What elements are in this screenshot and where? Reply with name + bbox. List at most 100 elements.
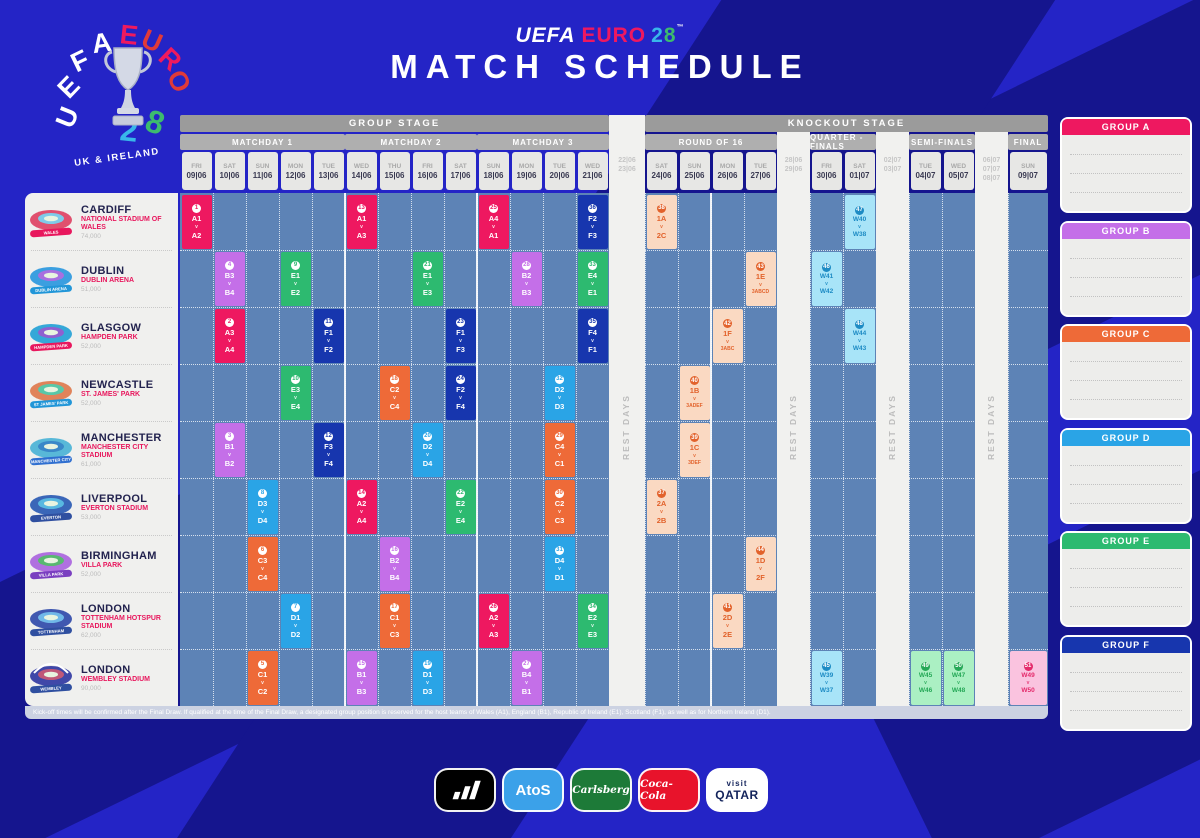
match-team-away: D4: [422, 458, 433, 468]
match-number: 28: [522, 260, 531, 270]
match-cell: 49 W45 v W46: [910, 650, 941, 705]
group-write-in-line: [1070, 399, 1182, 400]
match-team-away: 3ABCD: [751, 289, 770, 295]
venue-city: LONDON: [81, 602, 131, 615]
versus-label: v: [294, 280, 297, 287]
group-write-in-line: [1070, 154, 1182, 155]
match-number: 8: [258, 488, 267, 498]
versus-label: v: [825, 679, 828, 686]
match-team-home: B1: [224, 441, 235, 451]
match-team-away: E1: [587, 287, 598, 297]
versus-label: v: [759, 282, 762, 288]
match-number: 26: [489, 602, 498, 612]
date-header: SUN 09|07: [1009, 152, 1047, 190]
logo-region-label: UK & IRELAND: [73, 146, 161, 169]
group-write-in-line: [1070, 276, 1182, 278]
match-cell: 38 1A v 2C: [646, 194, 677, 249]
venue-city: LIVERPOOL: [81, 492, 148, 505]
match-team-home: W41: [819, 272, 834, 280]
matchday-separator: [476, 193, 478, 706]
grid-column-line: [909, 193, 910, 706]
adidas-stripes-icon: [452, 780, 481, 800]
trophy-icon: [100, 44, 156, 149]
match-team-home: B2: [389, 555, 400, 565]
date-header: SUN 18|06: [478, 152, 509, 190]
match-team-away: F1: [588, 344, 597, 354]
match-team-home: W39: [819, 671, 834, 679]
group-write-in-line: [1070, 192, 1182, 193]
venue-city: NEWCASTLE: [81, 378, 154, 391]
match-number: 51: [1023, 661, 1033, 671]
match-team-away: B3: [356, 686, 367, 696]
match-team-home: F1: [456, 327, 465, 337]
versus-label: v: [924, 679, 927, 686]
venue-stadium: TOTTENHAM HOTSPUR STADIUM: [81, 614, 161, 630]
match-team-away: D4: [257, 515, 268, 525]
match-cell: 26 A2 v A3: [478, 593, 509, 648]
match-team-home: W40: [852, 215, 867, 223]
match-cell: 50 W47 v W48: [943, 650, 974, 705]
match-number: 41: [723, 602, 732, 612]
group-write-in-line: [1070, 257, 1182, 259]
match-cell: 30 C2 v C3: [544, 479, 575, 534]
versus-label: v: [261, 508, 264, 515]
svg-text:TOTTENHAM: TOTTENHAM: [38, 628, 65, 635]
trademark-symbol: ™: [676, 24, 685, 31]
match-team-home: D1: [290, 612, 301, 622]
match-number: 40: [690, 376, 699, 385]
matchday-bar: MATCHDAY 1: [180, 134, 345, 150]
match-cell: 34 E2 v E3: [577, 593, 608, 648]
stadium-icon: EVERTON: [25, 489, 77, 525]
versus-label: v: [591, 622, 594, 629]
matchday-bar: FINAL: [1008, 134, 1048, 150]
match-number: 16: [390, 545, 399, 555]
match-team-home: D2: [422, 441, 433, 451]
match-cell: 22 E2 v E4: [445, 479, 476, 534]
match-number: 38: [657, 203, 666, 213]
venue-capacity: 62,000: [81, 631, 101, 639]
versus-label: v: [1026, 679, 1030, 686]
sponsor-logo-carlsberg: Carlsberg: [570, 768, 632, 812]
match-cell: 27 B4 v B1: [511, 650, 542, 705]
match-cell: 35 F4 v F1: [577, 308, 608, 363]
svg-text:VILLA PARK: VILLA PARK: [39, 571, 64, 578]
match-cell: 25 A4 v A1: [478, 194, 509, 249]
match-number: 37: [657, 488, 666, 498]
versus-label: v: [327, 451, 330, 458]
match-cell: 2 A3 v A4: [214, 308, 245, 363]
match-cell: 17 C1 v C3: [379, 593, 410, 648]
venue-stadium: MANCHESTER CITY STADIUM: [81, 443, 149, 459]
svg-text:MANCHESTER CITY: MANCHESTER CITY: [31, 456, 72, 464]
date-header: SUN 11|06: [247, 152, 278, 190]
venue-capacity: 51,000: [81, 285, 101, 293]
venue-city: BIRMINGHAM: [81, 549, 157, 562]
rest-days-strip: [777, 115, 810, 706]
date-header: FRI 16|06: [412, 152, 443, 190]
match-team-away: W37: [819, 686, 834, 694]
versus-label: v: [591, 223, 594, 230]
match-team-away: W48: [951, 686, 966, 694]
match-cell: 42 1F v 3ABC: [712, 308, 743, 363]
venue-stadium: HAMPDEN PARK: [81, 333, 138, 341]
rest-days-dates: 22|06 23|06: [618, 157, 636, 173]
match-team-away: C4: [389, 401, 400, 411]
matchday-separator: [344, 193, 346, 706]
svg-text:WALES: WALES: [43, 229, 58, 235]
venue-separator: [31, 307, 172, 308]
svg-text:DUBLIN ARENA: DUBLIN ARENA: [35, 285, 67, 292]
match-number: 2: [225, 317, 234, 327]
match-team-home: E2: [587, 612, 598, 622]
venue-capacity: 52,000: [81, 342, 101, 350]
brand-year-8: 8: [663, 24, 677, 47]
versus-label: v: [459, 508, 462, 515]
venue-separator: [31, 250, 172, 251]
match-cell: 43 1E v 3ABCD: [745, 251, 776, 306]
venue-stadium: ST. JAMES' PARK: [81, 390, 141, 398]
match-cell: 48 W44 v W43: [844, 308, 875, 363]
venue-row: WEMBLEY LONDON WEMBLEY STADIUM 90,000: [25, 649, 178, 706]
match-cell: 41 2D v 2E: [712, 593, 743, 648]
match-team-away: A4: [356, 515, 367, 525]
match-cell: 3 B1 v B2: [214, 422, 245, 477]
date-header: SAT 01|07: [844, 152, 875, 190]
stadium-icon: TOTTENHAM: [25, 603, 77, 639]
